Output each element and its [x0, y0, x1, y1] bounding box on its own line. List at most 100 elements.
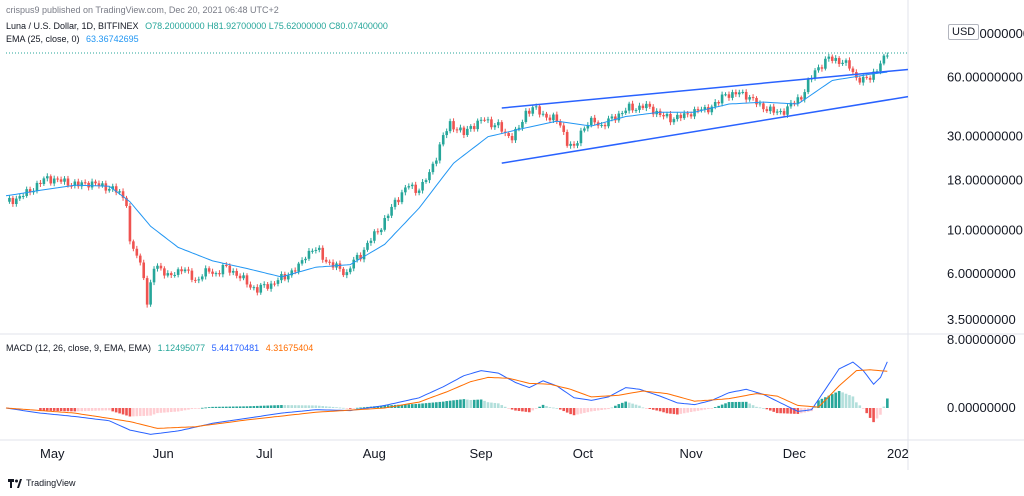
macd-histogram-bar: [548, 407, 552, 408]
candle-body: [104, 183, 108, 191]
candle-body: [42, 178, 46, 185]
candle-body: [534, 106, 538, 108]
candle-body: [531, 107, 535, 114]
macd-histogram-bar: [848, 395, 851, 408]
price-tick-label: 6.00000000: [947, 266, 1016, 281]
macd-histogram-bar: [417, 403, 421, 408]
candle-body: [527, 110, 531, 114]
candle-body: [744, 91, 748, 100]
candle-body: [407, 186, 411, 188]
macd-histogram-bar: [39, 408, 42, 411]
candle-body: [865, 76, 868, 78]
macd-histogram-bar: [428, 402, 431, 408]
candle-body: [624, 110, 627, 114]
time-tick-label: Sep: [469, 446, 492, 461]
macd-histogram-bar: [269, 405, 273, 408]
candle-body: [803, 92, 807, 100]
macd-histogram-bar: [214, 406, 218, 408]
candle-body: [576, 143, 579, 146]
candle-body: [775, 111, 779, 113]
macd-histogram-bar: [624, 401, 627, 408]
price-tick-label: 18.00000000: [947, 172, 1023, 187]
candle-body: [304, 258, 307, 261]
wedge-lower-line: [501, 95, 909, 164]
macd-histogram-bar: [111, 408, 115, 412]
macd-histogram-bar: [655, 408, 658, 411]
candle-body: [49, 176, 53, 184]
candle-body: [658, 110, 662, 115]
candle-body: [648, 103, 652, 107]
candle-body: [569, 143, 572, 146]
candle-body: [46, 176, 49, 179]
macd-histogram-bar: [576, 408, 579, 415]
macd-histogram-bar: [555, 408, 559, 409]
candle-body: [607, 118, 610, 127]
macd-histogram-bar: [882, 406, 886, 408]
macd-histogram-bar: [283, 405, 287, 408]
candle-body: [376, 231, 380, 233]
macd-histogram-bar: [493, 402, 497, 408]
candle-body: [269, 283, 273, 289]
candle-body: [107, 189, 111, 191]
macd-tick-label: 8.00000000: [947, 332, 1016, 347]
candle-body: [882, 55, 886, 64]
macd-histogram-bar: [297, 405, 300, 408]
macd-histogram-bar: [338, 407, 342, 409]
macd-histogram-bar: [448, 400, 452, 408]
macd-histogram-bar: [132, 408, 135, 417]
candle-body: [352, 259, 356, 269]
candle-body: [228, 265, 232, 273]
candle-body: [211, 271, 214, 274]
candle-body: [521, 121, 524, 128]
macd-histogram-bar: [225, 406, 228, 408]
candle-body: [221, 264, 225, 275]
macd-histogram-bar: [287, 405, 290, 408]
macd-histogram-bar: [73, 408, 77, 412]
macd-histogram-bar: [586, 408, 590, 413]
candle-body: [593, 117, 597, 123]
candle-body: [142, 262, 146, 279]
candle-body: [452, 121, 455, 130]
macd-histogram-bar: [245, 406, 249, 408]
candle-body: [868, 77, 872, 80]
macd-histogram-bar: [348, 408, 352, 409]
macd-histogram-bar: [545, 406, 548, 408]
candle-body: [435, 160, 438, 164]
candle-body: [438, 144, 442, 161]
macd-histogram-group: [39, 391, 889, 423]
macd-histogram-bar: [645, 408, 648, 409]
candle-body: [262, 284, 266, 286]
candle-body: [672, 119, 676, 123]
currency-button[interactable]: USD: [948, 24, 980, 40]
macd-histogram-bar: [858, 405, 862, 408]
macd-histogram-bar: [80, 408, 84, 412]
macd-label: MACD (12, 26, close, 9, EMA, EMA): [6, 343, 152, 353]
candle-body: [583, 128, 586, 131]
macd-histogram-bar: [90, 408, 94, 411]
candle-body: [497, 122, 500, 126]
candle-body: [734, 92, 738, 95]
candle-body: [39, 182, 42, 185]
macd-histogram-bar: [307, 405, 311, 408]
candle-body: [886, 55, 889, 57]
macd-histogram-bar: [514, 408, 517, 411]
macd-histogram-bar: [534, 408, 538, 409]
macd-histogram-bar: [424, 403, 428, 408]
candle-body: [651, 106, 655, 115]
macd-histogram-bar: [682, 408, 686, 414]
macd-histogram-bar: [844, 393, 848, 408]
ohlc-close: C80.07400000: [328, 21, 388, 31]
macd-histogram-bar: [462, 399, 466, 408]
macd-signal-value: 4.31675404: [265, 343, 314, 353]
candle-body: [28, 189, 32, 193]
macd-histogram-bar: [607, 408, 610, 410]
candle-body: [369, 240, 373, 243]
candle-body: [390, 206, 393, 216]
candle-body: [796, 97, 800, 104]
candle-body: [348, 268, 352, 273]
macd-histogram-bar: [717, 405, 720, 408]
macd-histogram-bar: [352, 408, 356, 409]
candle-body: [187, 269, 190, 271]
candle-body: [152, 268, 156, 283]
